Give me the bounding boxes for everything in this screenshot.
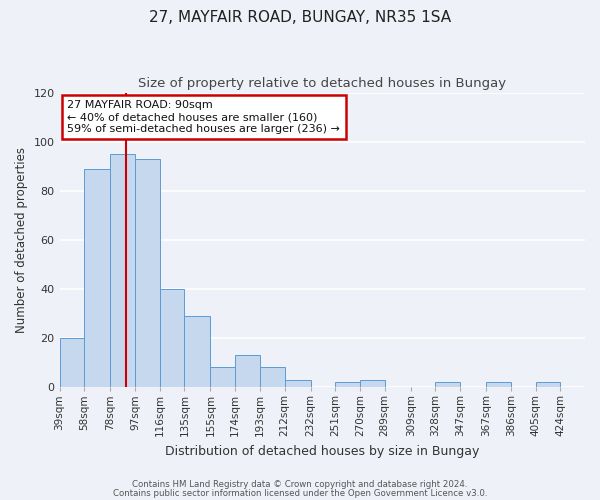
Bar xyxy=(360,380,385,387)
Bar xyxy=(335,382,360,387)
Text: 27 MAYFAIR ROAD: 90sqm
← 40% of detached houses are smaller (160)
59% of semi-de: 27 MAYFAIR ROAD: 90sqm ← 40% of detached… xyxy=(67,100,340,134)
Text: 27, MAYFAIR ROAD, BUNGAY, NR35 1SA: 27, MAYFAIR ROAD, BUNGAY, NR35 1SA xyxy=(149,10,451,25)
Bar xyxy=(160,289,184,387)
X-axis label: Distribution of detached houses by size in Bungay: Distribution of detached houses by size … xyxy=(165,444,479,458)
Text: Contains public sector information licensed under the Open Government Licence v3: Contains public sector information licen… xyxy=(113,488,487,498)
Bar xyxy=(59,338,84,387)
Text: Contains HM Land Registry data © Crown copyright and database right 2024.: Contains HM Land Registry data © Crown c… xyxy=(132,480,468,489)
Title: Size of property relative to detached houses in Bungay: Size of property relative to detached ho… xyxy=(138,78,506,90)
Bar xyxy=(284,380,311,387)
Bar xyxy=(486,382,511,387)
Bar xyxy=(260,368,284,387)
Bar xyxy=(235,355,260,387)
Bar xyxy=(84,169,110,387)
Bar xyxy=(536,382,560,387)
Bar xyxy=(135,159,160,387)
Y-axis label: Number of detached properties: Number of detached properties xyxy=(15,147,28,333)
Bar xyxy=(436,382,460,387)
Bar xyxy=(110,154,135,387)
Bar xyxy=(211,368,235,387)
Bar xyxy=(184,316,211,387)
